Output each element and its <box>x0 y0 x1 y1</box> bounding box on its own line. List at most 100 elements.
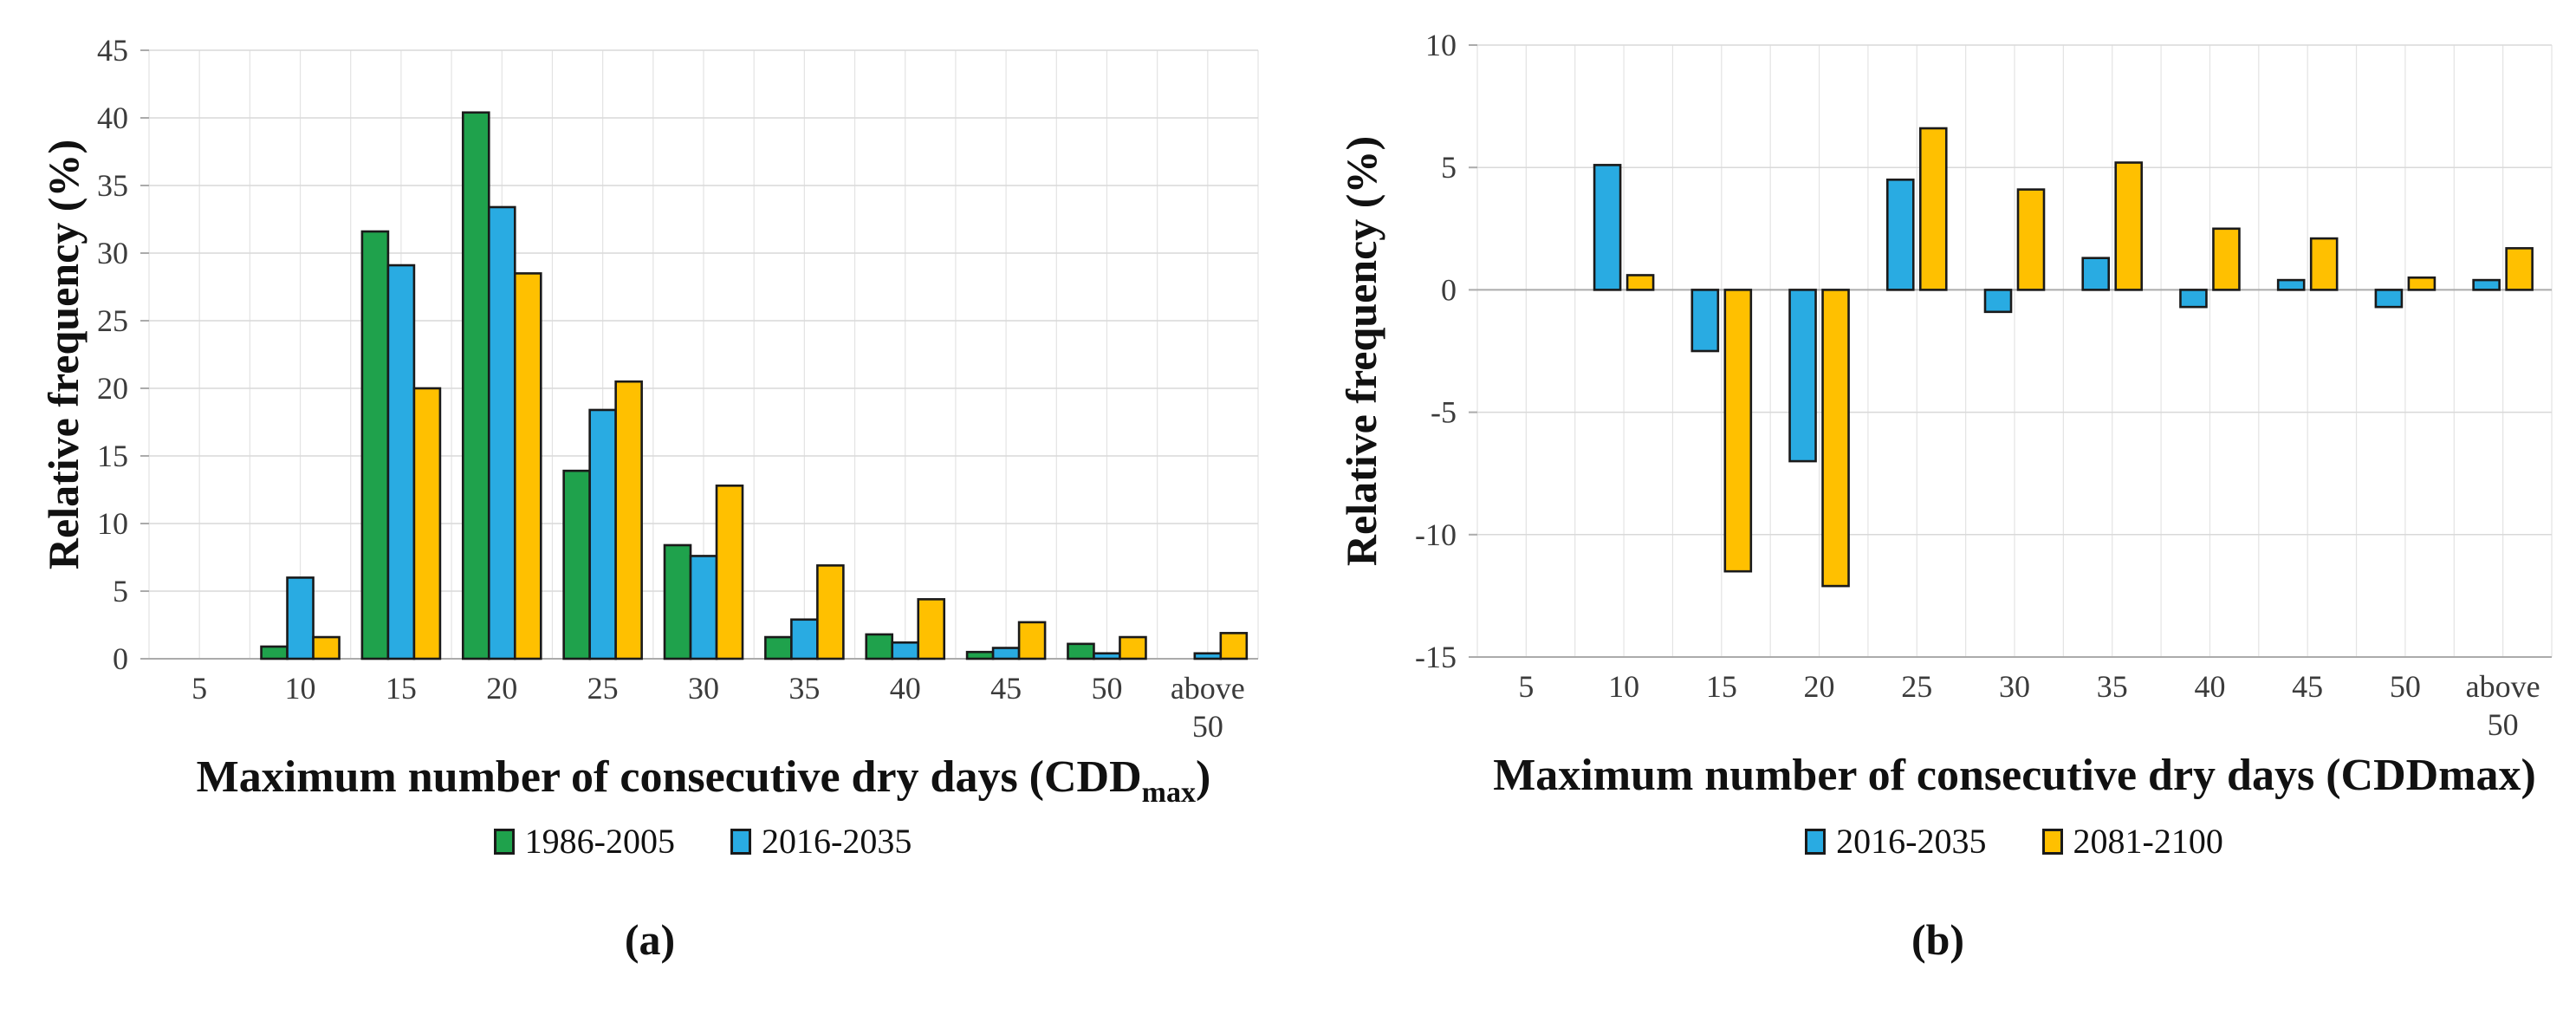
x-tick-label: 20 <box>486 671 517 706</box>
x-tick-label: 50 <box>1091 671 1122 706</box>
legend-item-2016-2035: 2016-2035 <box>1805 822 1987 861</box>
bar-2016-2035-35 <box>790 618 819 660</box>
bar-2081-2100-10 <box>1625 274 1655 291</box>
y-tick-label: 20 <box>97 371 128 406</box>
x-tick-label: 5 <box>1518 669 1534 704</box>
bar-2016-2035-20 <box>1788 289 1817 463</box>
x-tick-label: 30 <box>1999 669 2030 704</box>
bar-2016-2035-50 <box>2374 289 2404 309</box>
bar-2016-2035-40 <box>2179 289 2208 309</box>
bar-2016-2035-25 <box>588 408 617 660</box>
y-tick-label: 5 <box>1441 150 1457 185</box>
x-tick-label: 15 <box>1706 669 1737 704</box>
x-tick-label: 50 <box>2390 669 2421 704</box>
legend-swatch-icon <box>2041 829 2063 855</box>
caption-a: (a) <box>624 915 676 964</box>
bar-2081-2100-40 <box>2212 227 2241 291</box>
y-tick-label: 5 <box>113 574 128 608</box>
bar-2016-2035-25 <box>1885 179 1915 291</box>
bar-2081-2100-20 <box>1821 289 1850 588</box>
y-tick-label: 45 <box>97 33 128 68</box>
bar-2016-2035-40 <box>891 641 920 660</box>
y-tick-label: 35 <box>97 168 128 203</box>
x-tick-label: 35 <box>2097 669 2128 704</box>
bar-2016-2035-10 <box>1593 164 1622 291</box>
x-tick-label: 10 <box>285 671 316 706</box>
x-tick-label: 10 <box>1608 669 1639 704</box>
bar-2081-2100-25 <box>614 380 643 660</box>
y-tick-label: 25 <box>97 303 128 338</box>
bar-2016-2035-35 <box>2081 257 2111 291</box>
bar-1986-2005-10 <box>260 645 289 660</box>
legend-b: 2016-2035 2081-2100 <box>1376 819 2576 864</box>
x-tick-label: 25 <box>587 671 619 706</box>
legend-label: 1986-2005 <box>524 822 675 861</box>
bar-2081-2100-45 <box>2309 237 2339 291</box>
x-tick-label: 20 <box>1804 669 1835 704</box>
bar-2016-2035-15 <box>386 264 416 660</box>
bar-2081-2100-above 50 <box>1219 632 1249 660</box>
bar-2016-2035-30 <box>1983 289 2013 314</box>
bar-2016-2035-30 <box>689 555 718 660</box>
bar-1986-2005-45 <box>965 650 995 660</box>
bar-2081-2100-30 <box>2016 188 2046 291</box>
x-axis-title: Maximum number of consecutive dry days (… <box>197 752 1211 809</box>
bar-2016-2035-10 <box>286 576 315 660</box>
bar-1986-2005-25 <box>562 469 591 660</box>
x-tick-label: 5 <box>191 671 207 706</box>
bar-2016-2035-45 <box>2276 278 2306 291</box>
bar-2016-2035-50 <box>1093 652 1121 660</box>
y-axis-title: Relative frequency (%) <box>1337 136 1385 566</box>
bar-2016-2035-15 <box>1690 289 1720 353</box>
panel-b: 10 5 0 -5 -10 -15 5 10 15 20 25 30 35 40 45 50 above 50 Ma… <box>1300 0 2576 965</box>
legend-item-2016-2035: 2016-2035 <box>730 824 912 859</box>
x-tick-label: 30 <box>688 671 719 706</box>
x-tick-label: 45 <box>990 671 1022 706</box>
bar-2081-2100-30 <box>715 485 744 660</box>
bar-1986-2005-15 <box>360 230 390 660</box>
bar-2081-2100-35 <box>2114 161 2144 291</box>
legend-swatch-icon <box>1805 829 1827 855</box>
legend-swatch-icon <box>730 829 751 855</box>
bar-2016-2035-above 50 <box>1193 652 1223 660</box>
bar-2081-2100-50 <box>2407 276 2436 291</box>
x-tick-label: 35 <box>788 671 820 706</box>
x-tick-label: 40 <box>2194 669 2225 704</box>
x-tick-label: 45 <box>2292 669 2323 704</box>
y-tick-label: 30 <box>97 236 128 270</box>
caption-b: (b) <box>1911 915 1965 964</box>
bar-2081-2100-25 <box>1918 127 1948 291</box>
bar-2081-2100-above 50 <box>2505 247 2534 291</box>
bar-2016-2035-45 <box>991 647 1021 660</box>
y-tick-label: -10 <box>1415 517 1457 552</box>
y-tick-label: 15 <box>97 439 128 473</box>
bar-2081-2100-10 <box>312 635 341 660</box>
bar-2081-2100-15 <box>412 387 442 660</box>
bar-1986-2005-35 <box>764 635 793 660</box>
panel-a: 45 40 35 30 25 20 15 10 5 0 5 10 15 20 25 30 35 40 45 50 abo… <box>0 0 1300 965</box>
x-tick-label: above 50 <box>2466 669 2540 742</box>
y-tick-label: 10 <box>1425 28 1457 62</box>
x-tick-label: 25 <box>1901 669 1932 704</box>
bar-2081-2100-35 <box>816 564 845 660</box>
bar-2081-2100-45 <box>1017 621 1047 660</box>
bar-2081-2100-20 <box>513 272 542 660</box>
bar-2016-2035-above 50 <box>2472 278 2501 291</box>
bar-1986-2005-50 <box>1067 642 1095 660</box>
y-tick-label: -5 <box>1431 395 1457 430</box>
bar-1986-2005-30 <box>663 543 692 660</box>
legend-label: 2016-2035 <box>1836 822 1987 861</box>
y-tick-label: 0 <box>1441 272 1457 307</box>
legend-swatch-icon <box>493 829 515 855</box>
legend-item-2081-2100: 2081-2100 <box>2041 824 2223 859</box>
bar-2081-2100-15 <box>1723 289 1753 573</box>
bar-2081-2100-50 <box>1119 635 1147 660</box>
y-axis-title: Relative frequency (%) <box>39 140 88 569</box>
legend-a: 1986-2005 2016-2035 <box>53 819 1353 864</box>
y-tick-label: -15 <box>1415 640 1457 674</box>
x-tick-label: 40 <box>890 671 921 706</box>
x-axis-title: Maximum number of consecutive dry days (… <box>1493 751 2536 800</box>
